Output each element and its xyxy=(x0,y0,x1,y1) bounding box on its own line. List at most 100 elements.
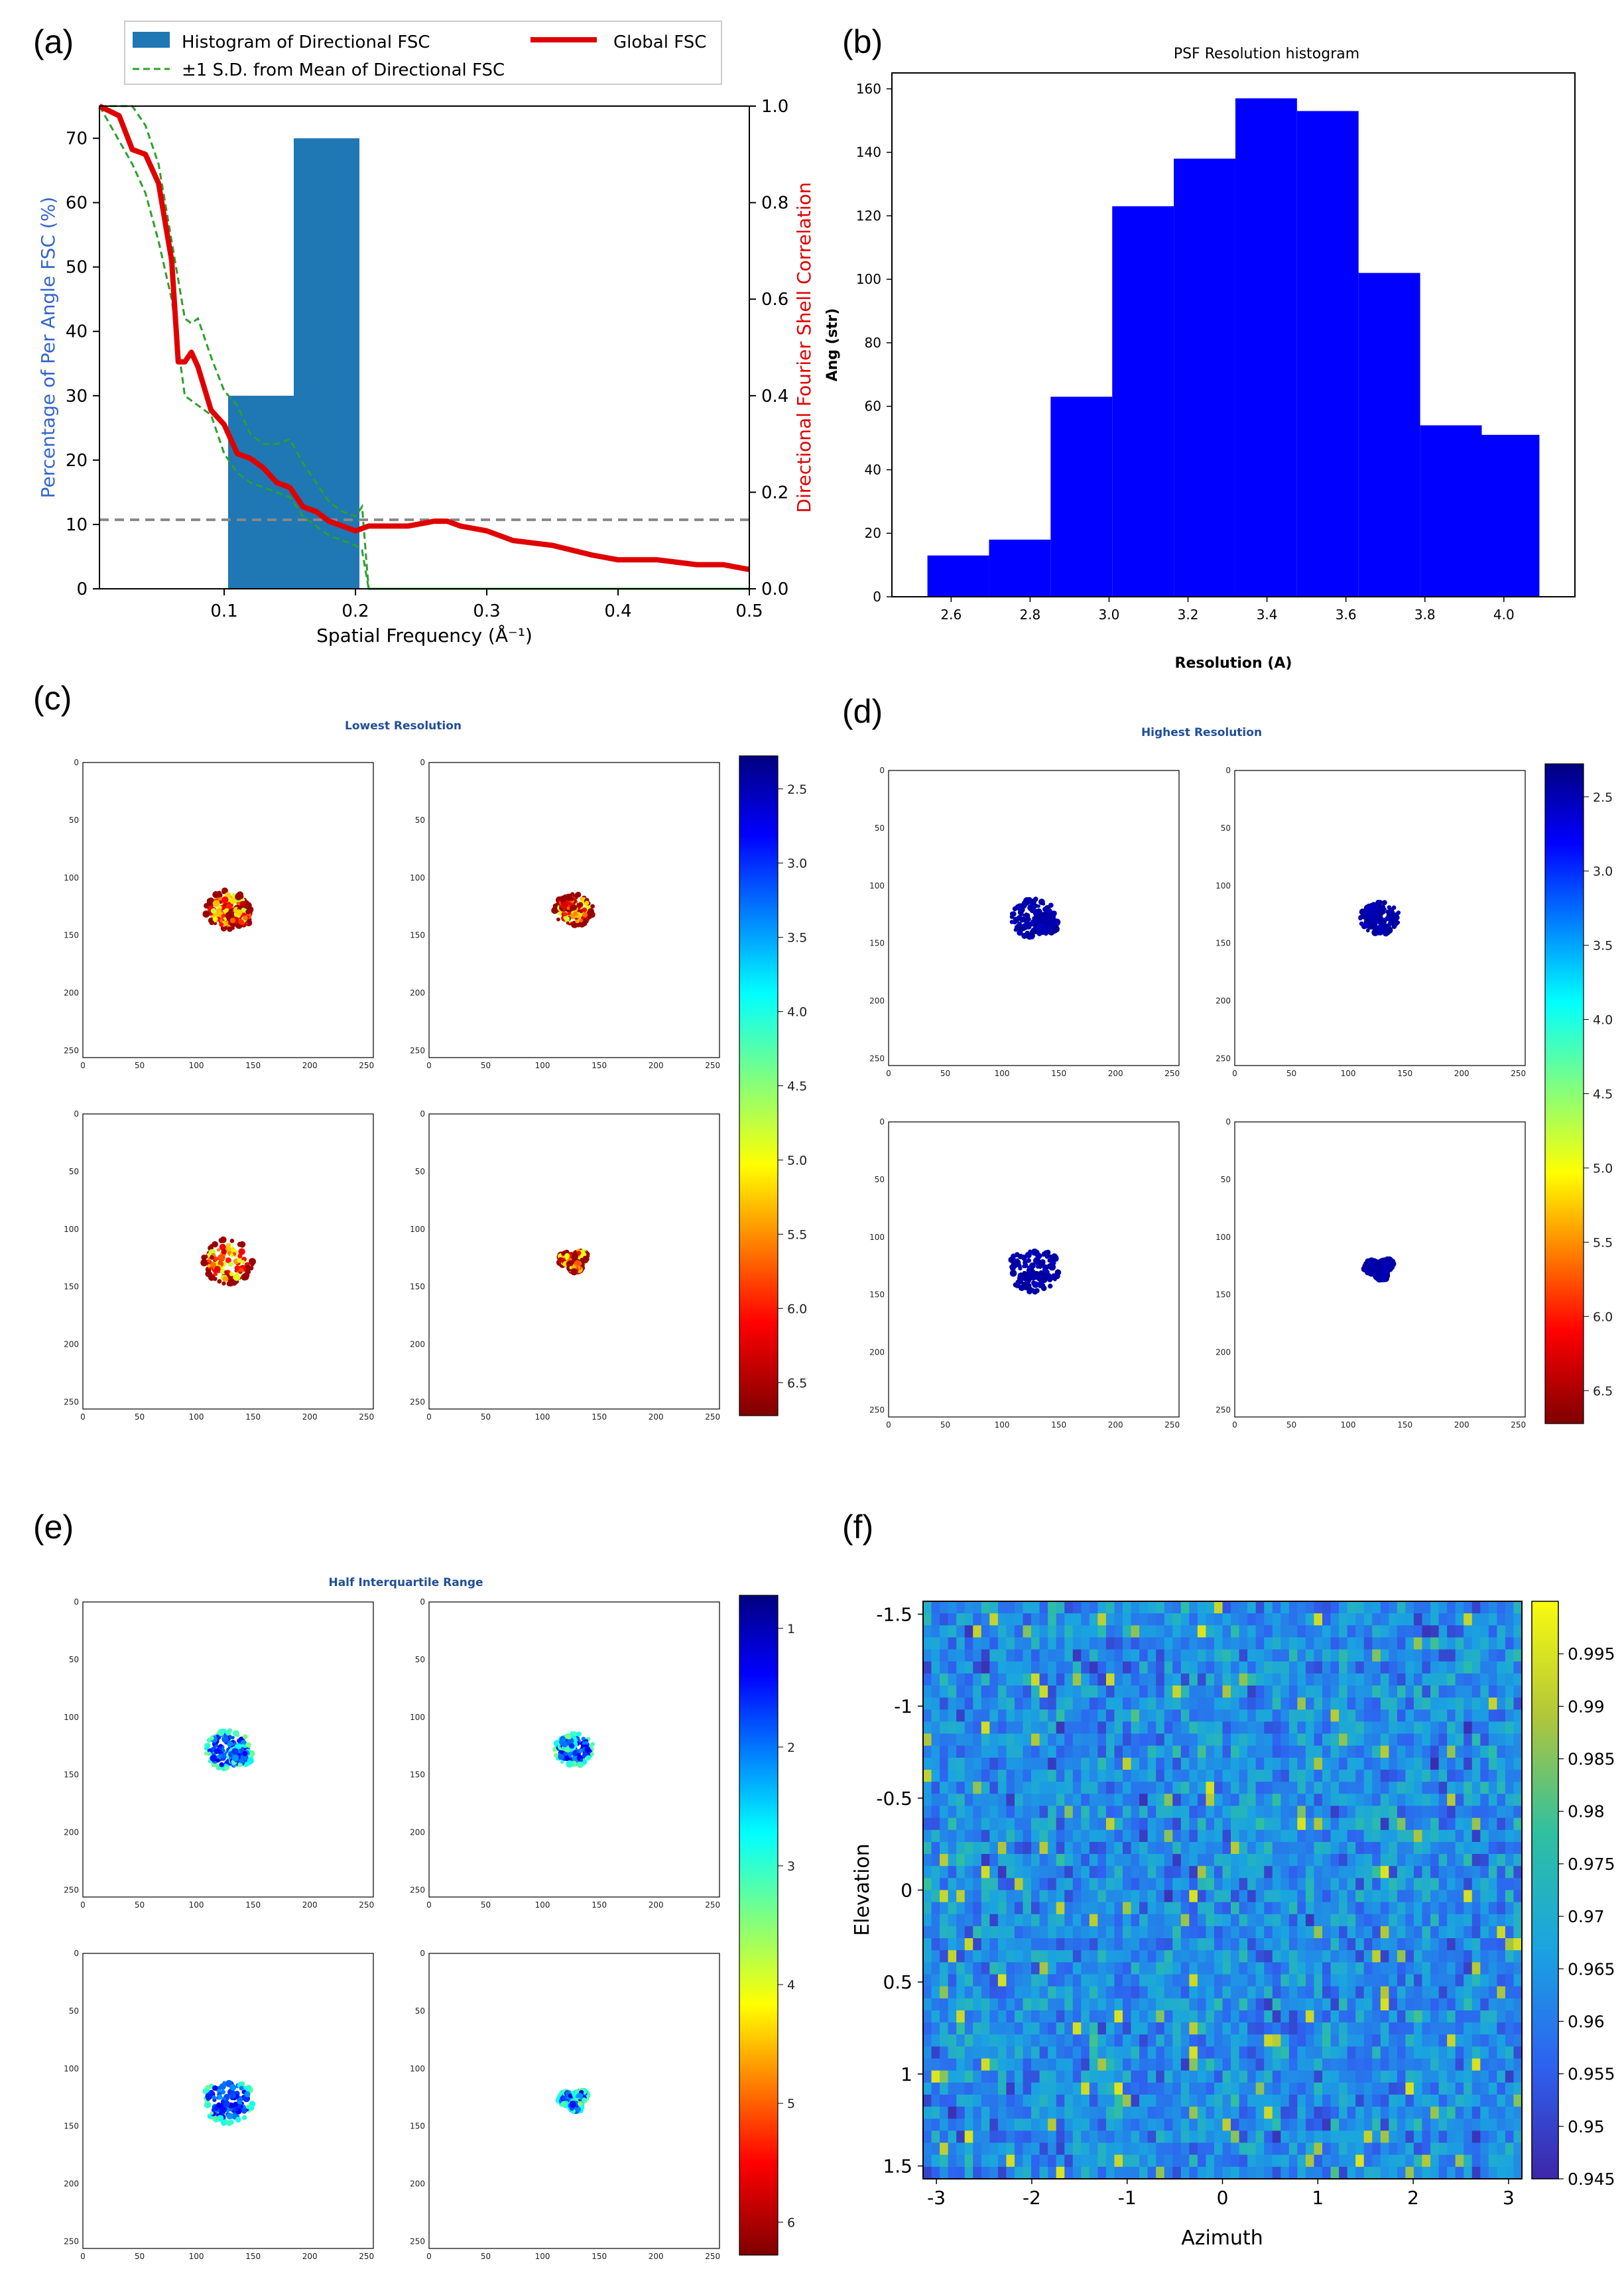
heat-cell xyxy=(1297,1709,1306,1723)
heat-cell xyxy=(1455,1866,1464,1878)
blob xyxy=(567,2097,585,2115)
heat-cell xyxy=(1239,1721,1248,1735)
heat-cell xyxy=(981,1817,990,1831)
heat-cell xyxy=(1347,1697,1356,1710)
subplot-ytick-label: 200 xyxy=(1216,1348,1231,1357)
heat-cell xyxy=(1164,1697,1173,1710)
heat-cell xyxy=(1422,1625,1431,1638)
heat-cell xyxy=(1072,1697,1082,1710)
heat-cell xyxy=(981,1794,990,1807)
heat-cell xyxy=(1097,1649,1107,1662)
heat-cell xyxy=(1430,1697,1440,1710)
panel-a-ytick-left-label: 30 xyxy=(66,387,88,406)
blob xyxy=(1363,902,1384,921)
heat-cell xyxy=(1172,1613,1182,1626)
heat-cell xyxy=(1089,1721,1098,1735)
heat-cell xyxy=(1480,1661,1489,1674)
heat-cell xyxy=(1156,1733,1165,1747)
heat-cell xyxy=(1056,1878,1065,1891)
heat-cell xyxy=(964,1745,973,1758)
heat-cell xyxy=(1488,1866,1497,1878)
global-fsc-line xyxy=(98,103,750,572)
heat-cell xyxy=(1447,1757,1456,1770)
heat-cell xyxy=(1023,1829,1032,1843)
heat-cell xyxy=(1413,1673,1423,1686)
heat-cell xyxy=(1056,1697,1065,1710)
heat-cell xyxy=(1097,1601,1107,1614)
heat-cell xyxy=(1239,1878,1248,1891)
heat-cell xyxy=(1380,1782,1389,1794)
heat-cell xyxy=(1131,1890,1140,1903)
heat-cell xyxy=(1023,1866,1032,1878)
heat-cell xyxy=(1164,1757,1173,1770)
heat-cell xyxy=(1413,1601,1423,1614)
heat-cell xyxy=(1380,1878,1389,1891)
heat-cell xyxy=(1513,1770,1523,1782)
heat-cell xyxy=(1114,1841,1123,1855)
heat-cell xyxy=(1447,1745,1456,1758)
heat-cell xyxy=(1097,1673,1107,1686)
heat-cell xyxy=(1264,1782,1273,1794)
heat-cell xyxy=(1214,1733,1223,1747)
heat-cell xyxy=(1131,1854,1140,1867)
blob-dot xyxy=(207,1264,211,1268)
heat-cell xyxy=(1023,1601,1032,1614)
heat-cell xyxy=(1288,1673,1298,1686)
heat-cell xyxy=(1197,1757,1207,1770)
heat-cell xyxy=(1347,1661,1356,1674)
heat-cell xyxy=(1347,1817,1356,1831)
blob-dot xyxy=(553,1752,558,1758)
heat-cell xyxy=(1105,1637,1115,1650)
blob-dot xyxy=(233,2101,238,2107)
heat-cell xyxy=(1180,1782,1190,1794)
heat-cell xyxy=(1006,1817,1015,1831)
heat-cell xyxy=(1380,1757,1389,1770)
heat-cell xyxy=(1389,1794,1398,1807)
heat-cell xyxy=(1089,1794,1098,1807)
heat-cell xyxy=(1288,1649,1298,1662)
heat-cell xyxy=(1330,1613,1340,1626)
heat-cell xyxy=(1397,1709,1406,1723)
heat-cell xyxy=(1339,1733,1348,1747)
blob-dot xyxy=(219,1243,226,1251)
subplot-ytick-label: 100 xyxy=(64,2064,79,2073)
heat-cell xyxy=(1272,1613,1281,1626)
colorbar-tick-label: 5.0 xyxy=(787,1153,807,1168)
heat-cell xyxy=(1438,1721,1448,1735)
heat-cell xyxy=(1064,1637,1074,1650)
subplot-xtick-label: 0 xyxy=(80,2252,86,2261)
heat-cell xyxy=(1355,1697,1365,1710)
heat-cell xyxy=(1139,1601,1149,1614)
heat-cell xyxy=(940,1721,949,1735)
heat-cell xyxy=(1380,1733,1389,1747)
subplot-ytick-label: 0 xyxy=(74,1109,79,1119)
subplot-ytick-label: 50 xyxy=(69,1655,79,1664)
heat-cell xyxy=(1139,1709,1149,1723)
heat-cell xyxy=(1505,1709,1515,1723)
heat-cell xyxy=(1147,1817,1156,1831)
heat-cell xyxy=(1372,1601,1381,1614)
heat-cell xyxy=(931,1890,940,1903)
heat-cell xyxy=(923,1841,932,1855)
heat-cell xyxy=(1123,1866,1132,1878)
heat-cell xyxy=(997,1854,1007,1867)
heat-cell xyxy=(1123,1829,1132,1843)
colorbar-tick-label: 6.5 xyxy=(1593,1384,1613,1398)
blob-dot xyxy=(552,1748,557,1752)
heat-cell xyxy=(923,1854,932,1867)
heat-cell xyxy=(1339,1854,1348,1867)
blob-dot xyxy=(1366,928,1370,933)
heat-cell xyxy=(948,1721,957,1735)
heat-cell xyxy=(1048,1770,1057,1782)
blob-dot xyxy=(584,1741,589,1745)
heat-cell xyxy=(1255,1649,1265,1662)
heat-cell xyxy=(1006,1733,1015,1747)
heat-cell xyxy=(1139,1817,1149,1831)
heat-cell xyxy=(1172,1673,1182,1686)
heat-cell xyxy=(1297,1661,1306,1674)
heat-cell xyxy=(1464,1829,1473,1843)
heat-cell xyxy=(1288,1697,1298,1710)
heat-cell xyxy=(1430,1817,1440,1831)
heat-cell xyxy=(1322,1866,1332,1878)
